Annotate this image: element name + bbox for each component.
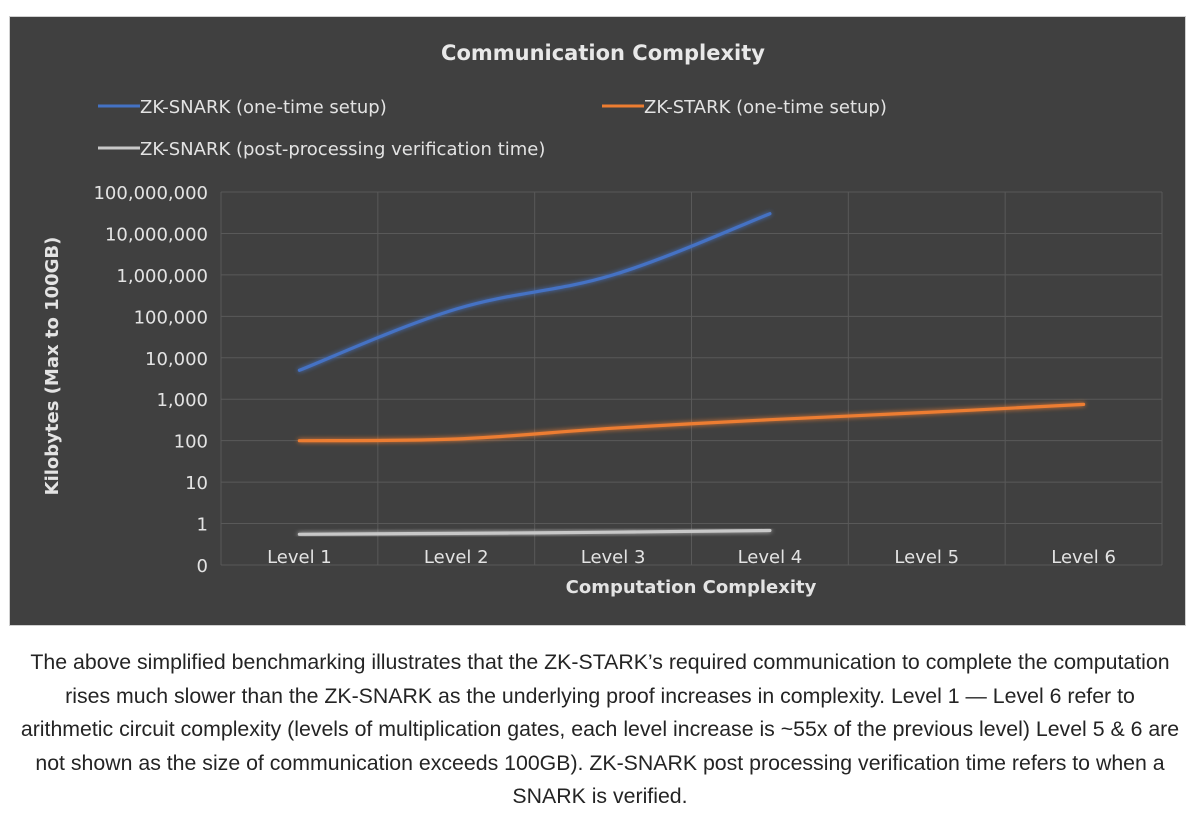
x-axis-title: Computation Complexity: [566, 577, 817, 598]
x-tick-label: Level 6: [1051, 547, 1116, 568]
figure-caption: The above simplified benchmarking illust…: [20, 650, 1180, 808]
y-tick-label: 100,000,000: [93, 183, 208, 204]
y-tick-label: 100,000: [134, 307, 208, 328]
series-line-snark-setup: [297, 212, 772, 372]
y-tick-label: 10: [185, 473, 208, 494]
chart-title: Communication Complexity: [441, 41, 765, 65]
legend-label-stark-setup: ZK-STARK (one-time setup): [644, 97, 887, 118]
x-axis-ticks: Level 1 Level 2 Level 3 Level 4 Level 5 Level…: [267, 547, 1116, 568]
grid: [220, 191, 1163, 566]
legend-label-snark-setup: ZK-SNARK (one-time setup): [140, 97, 387, 118]
legend: ZK-SNARK (one-time setup) ZK-STARK (one-…: [98, 97, 887, 160]
y-tick-label: 1,000: [156, 390, 208, 411]
legend-label-snark-verify: ZK-SNARK (post-processing verification t…: [140, 139, 545, 160]
x-tick-label: Level 5: [894, 547, 959, 568]
y-tick-label: 100: [174, 432, 208, 453]
y-tick-label: 10,000: [145, 349, 208, 370]
y-tick-label: 10,000,000: [105, 224, 208, 245]
y-tick-label: 0: [197, 556, 208, 577]
x-tick-label: Level 2: [424, 547, 489, 568]
y-tick-label: 1,000,000: [116, 266, 208, 287]
x-tick-label: Level 1: [267, 547, 332, 568]
x-tick-label: Level 4: [738, 547, 803, 568]
chart-figure: Communication Complexity ZK-SNARK (one-t…: [9, 16, 1186, 626]
y-axis-title: Kilobytes (Max to 100GB): [42, 237, 63, 496]
x-tick-label: Level 3: [581, 547, 646, 568]
chart-svg: Communication Complexity ZK-SNARK (one-t…: [42, 41, 1163, 598]
series: [297, 212, 1086, 536]
series-line-snark-verify: [297, 528, 772, 536]
y-tick-label: 1: [197, 515, 208, 536]
series-line-stark-setup: [297, 402, 1086, 443]
y-axis-ticks: 100,000,000 10,000,000 1,000,000 100,000 10,…: [93, 183, 208, 577]
